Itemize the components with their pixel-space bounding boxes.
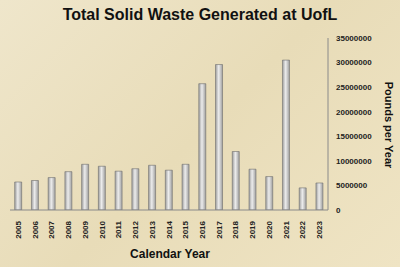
- svg-text:2008: 2008: [64, 220, 73, 238]
- svg-text:30000000: 30000000: [336, 58, 372, 67]
- svg-text:2020: 2020: [265, 220, 274, 238]
- svg-text:2022: 2022: [298, 220, 307, 238]
- svg-text:2023: 2023: [315, 220, 324, 238]
- svg-text:2017: 2017: [215, 220, 224, 238]
- svg-text:35000000: 35000000: [336, 34, 372, 43]
- svg-text:2011: 2011: [114, 220, 123, 238]
- svg-text:2006: 2006: [31, 220, 40, 238]
- html-text:Calendar Year: Calendar Year: [130, 247, 210, 261]
- svg-text:2018: 2018: [231, 220, 240, 238]
- svg-text:2007: 2007: [47, 220, 56, 238]
- svg-text:10000000: 10000000: [336, 157, 372, 166]
- svg-text:2019: 2019: [248, 220, 257, 238]
- html-text:Pounds per Year: Pounds per Year: [383, 81, 395, 169]
- html-text:Total Solid Waste Generated at: Total Solid Waste Generated at UofL: [62, 6, 338, 23]
- svg-text:2013: 2013: [148, 220, 157, 238]
- svg-text:15000000: 15000000: [336, 132, 372, 141]
- svg-text:0: 0: [336, 206, 341, 215]
- svg-text:25000000: 25000000: [336, 83, 372, 92]
- svg-text:2015: 2015: [181, 220, 190, 238]
- svg-text:2005: 2005: [14, 220, 23, 238]
- svg-text:2014: 2014: [165, 220, 174, 238]
- svg-text:2010: 2010: [98, 220, 107, 238]
- svg-text:2012: 2012: [131, 220, 140, 238]
- svg-text:2009: 2009: [81, 220, 90, 238]
- svg-text:2016: 2016: [198, 220, 207, 238]
- svg-text:20000000: 20000000: [336, 108, 372, 117]
- svg-text:5000000: 5000000: [336, 181, 368, 190]
- svg-text:2021: 2021: [282, 220, 291, 238]
